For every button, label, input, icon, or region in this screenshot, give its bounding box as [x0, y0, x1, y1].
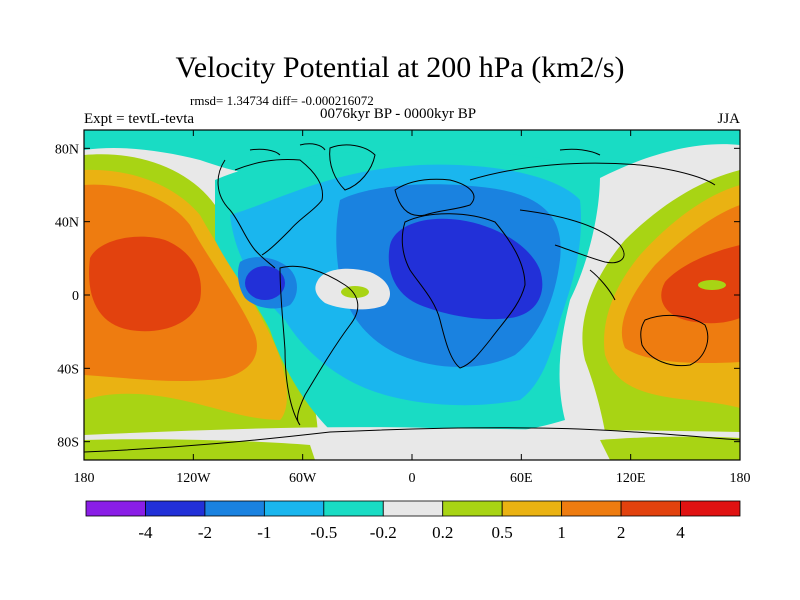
contour-field	[84, 130, 740, 460]
colorbar-label: -0.5	[310, 523, 337, 542]
season-label: JJA	[717, 111, 740, 127]
lon-tick-label: 60E	[510, 471, 533, 486]
pacific-pos-2	[89, 236, 201, 332]
colorbar-swatch	[204, 500, 265, 517]
period-label: 0076kyr BP - 0000kyr BP	[320, 106, 477, 122]
latitude-axis: 80N 40N 0 40S 80S	[55, 142, 740, 451]
experiment-label: Expt = tevtL-tevta	[84, 111, 195, 127]
colorbar-swatch	[620, 500, 681, 517]
wpac-local-min	[698, 280, 726, 290]
lon-tick-label: 180	[74, 471, 95, 486]
colorbar-swatch	[501, 500, 563, 517]
colorbar-label: -2	[198, 523, 212, 542]
lat-tick-label: 80N	[55, 142, 79, 157]
colorbar-swatch	[85, 500, 146, 517]
lat-tick-label: 40N	[55, 216, 79, 231]
south-pacific-pos	[84, 439, 315, 460]
colorbar-swatch	[145, 500, 206, 517]
colorbar-swatch	[680, 500, 741, 517]
coastlines	[84, 143, 740, 453]
longitude-axis: 180 120W 60W 0 60E 120E 180	[74, 130, 751, 486]
lon-tick-label: 0	[409, 471, 416, 486]
colorbar-label: 4	[676, 523, 685, 542]
stats-label: rmsd= 1.34734 diff= -0.000216072	[190, 93, 374, 108]
lon-tick-label: 120E	[616, 471, 646, 486]
plot-title: Velocity Potential at 200 hPa (km2/s)	[175, 51, 625, 84]
lon-tick-label: 180	[730, 471, 751, 486]
colorbar: -4 -2 -1 -0.5 -0.2 0.2 0.5 1 2 4	[85, 500, 741, 542]
colorbar-label: 2	[617, 523, 626, 542]
samerica-pos-02	[341, 286, 369, 298]
lat-tick-label: 0	[72, 289, 79, 304]
lat-tick-label: 40S	[57, 362, 79, 377]
lon-tick-label: 120W	[176, 471, 211, 486]
lon-tick-label: 60W	[289, 471, 317, 486]
colorbar-label: -1	[257, 523, 271, 542]
lat-tick-label: 80S	[57, 436, 79, 451]
colorbar-swatch	[382, 500, 444, 517]
colorbar-label: 0.2	[432, 523, 453, 542]
colorbar-label: -4	[138, 523, 153, 542]
colorbar-label: 0.5	[492, 523, 513, 542]
colorbar-swatch	[442, 500, 503, 517]
colorbar-label: 1	[557, 523, 566, 542]
colorbar-swatch	[263, 500, 325, 517]
colorbar-label: -0.2	[370, 523, 397, 542]
colorbar-swatch	[561, 500, 622, 517]
camerica-neg-2	[245, 266, 285, 300]
south-wpac-pos	[600, 436, 740, 460]
colorbar-swatch	[323, 500, 384, 517]
